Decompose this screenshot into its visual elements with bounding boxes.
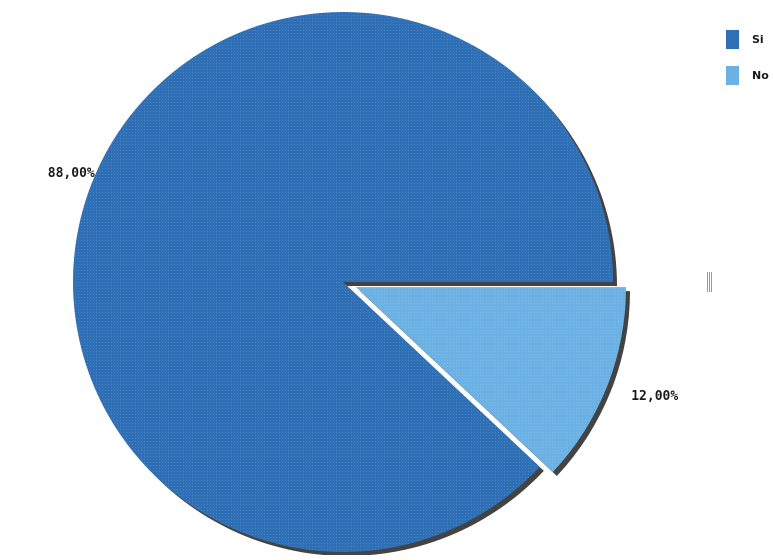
legend-label-si: Si (752, 33, 764, 46)
value-label-no: 12,00% (631, 389, 678, 404)
legend-item-no: No (726, 66, 769, 85)
legend-swatch-si (726, 30, 739, 49)
scroll-grip-icon (707, 272, 712, 292)
pie-slice-texture-no (356, 287, 627, 472)
pie-value-labels: 88,00% 12,00% (48, 166, 679, 404)
legend: Si No (726, 30, 769, 85)
value-label-si: 88,00% (48, 166, 95, 181)
legend-label-no: No (752, 69, 769, 82)
pie-slice-si (72, 12, 614, 553)
legend-swatch-no (726, 66, 739, 85)
pie-slice-no (356, 287, 627, 472)
pie-slices (72, 12, 631, 557)
pie-slice-texture-si (72, 12, 614, 553)
legend-item-si: Si (726, 30, 764, 49)
